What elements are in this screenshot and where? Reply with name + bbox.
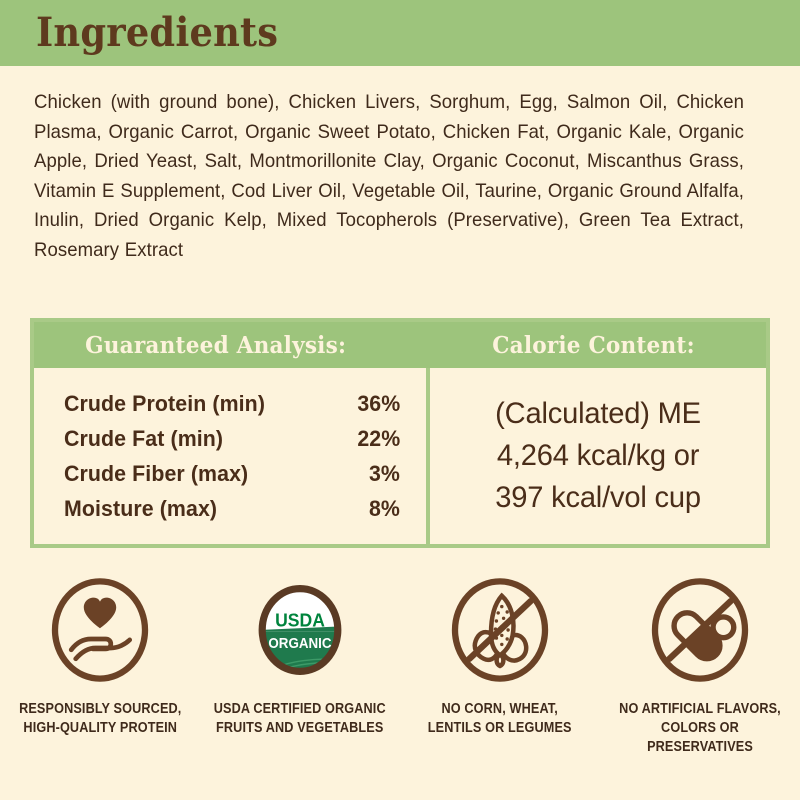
badge-no-corn: NO CORN, WHEAT, LENTILS OR LEGUMES <box>400 576 600 757</box>
guaranteed-analysis-heading: Guaranteed Analysis: <box>85 331 347 359</box>
nutrient-value: 36% <box>356 390 400 416</box>
calorie-line-3: 397 kcal/vol cup <box>495 481 701 514</box>
badge-caption: RESPONSIBLY SOURCED, HIGH-QUALITY PROTEI… <box>18 701 182 736</box>
hand-holding-heart-icon <box>51 578 149 682</box>
calorie-line-2: 4,264 kcal/kg or <box>496 439 700 472</box>
nutrient-name: Crude Fat (min) <box>64 425 224 451</box>
nutrient-name: Crude Protein (min) <box>64 390 266 416</box>
table-row: Crude Fat (min) 22% <box>64 421 400 456</box>
badge-caption: NO ARTIFICIAL FLAVORS, COLORS OR PRESERV… <box>619 701 781 755</box>
badge-caption: NO CORN, WHEAT, LENTILS OR LEGUMES <box>428 701 572 736</box>
panel-body: Crude Protein (min) 36% Crude Fat (min) … <box>34 368 766 544</box>
calorie-content-text: (Calculated) ME 4,264 kcal/kg or 397 kca… <box>495 393 701 519</box>
usda-organic-seal-icon: USDA ORGANIC <box>258 585 342 675</box>
table-row: Moisture (max) 8% <box>64 491 400 526</box>
calorie-content-heading: Calorie Content: <box>492 331 695 359</box>
nutrient-value: 22% <box>356 425 400 451</box>
badge-responsibly-sourced: RESPONSIBLY SOURCED, HIGH-QUALITY PROTEI… <box>0 576 200 757</box>
badge-usda-organic: USDA ORGANIC USDA CERTIFIED ORGANIC FRUI… <box>200 576 400 757</box>
nutrient-name: Moisture (max) <box>64 495 218 521</box>
ingredients-text: Chicken (with ground bone), Chicken Live… <box>34 92 745 261</box>
nutrient-name: Crude Fiber (max) <box>64 460 249 486</box>
panel-header-row: Guaranteed Analysis: Calorie Content: <box>34 322 766 368</box>
page-title: Ingredients <box>36 9 279 56</box>
calorie-line-1: (Calculated) ME <box>495 397 701 430</box>
analysis-panel: Guaranteed Analysis: Calorie Content: Cr… <box>30 318 770 548</box>
nutrient-value: 3% <box>368 460 400 486</box>
seal-bottom-text: ORGANIC <box>268 634 331 651</box>
table-row: Crude Fiber (max) 3% <box>64 456 400 491</box>
badge-no-artificial: NO ARTIFICIAL FLAVORS, COLORS OR PRESERV… <box>600 576 800 757</box>
guaranteed-analysis-table: Crude Protein (min) 36% Crude Fat (min) … <box>34 368 426 544</box>
badge-caption: USDA CERTIFIED ORGANIC FRUITS AND VEGETA… <box>213 701 386 736</box>
ingredients-section: Chicken (with ground bone), Chicken Live… <box>0 66 800 265</box>
table-row: Crude Protein (min) 36% <box>64 386 400 421</box>
nutrient-value: 8% <box>368 495 400 521</box>
seal-top-text: USDA <box>275 609 325 631</box>
no-artificial-additives-icon <box>651 578 749 682</box>
badge-row: RESPONSIBLY SOURCED, HIGH-QUALITY PROTEI… <box>0 576 800 757</box>
calorie-content-block: (Calculated) ME 4,264 kcal/kg or 397 kca… <box>426 368 766 544</box>
no-corn-icon <box>451 578 549 682</box>
header-bar: Ingredients <box>0 0 800 66</box>
